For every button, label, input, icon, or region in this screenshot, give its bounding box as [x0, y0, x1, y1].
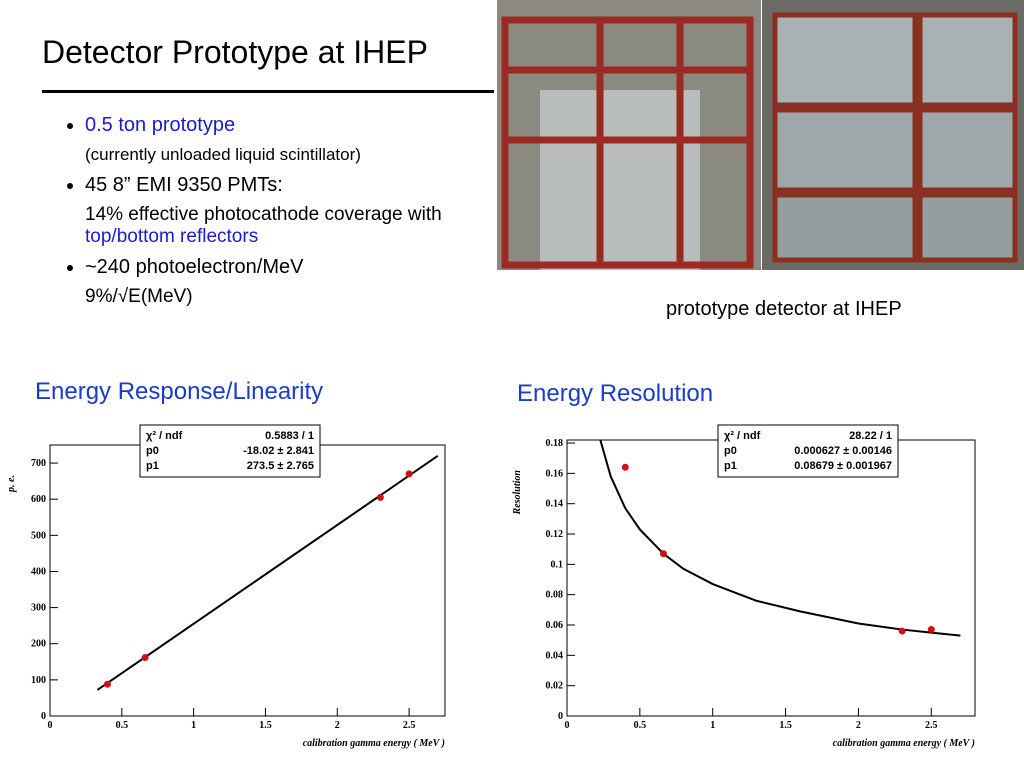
y-tick-label: 600	[31, 494, 46, 505]
photo-right	[762, 0, 1024, 270]
photo-caption: prototype detector at IHEP	[666, 298, 902, 320]
stat-name: p1	[724, 460, 737, 472]
y-tick-label: 400	[31, 566, 46, 577]
y-tick-label: 0.08	[546, 590, 564, 601]
stat-name: χ² / ndf	[724, 430, 761, 442]
y-tick-label: 0.12	[546, 529, 564, 540]
x-tick-label: 2	[856, 720, 861, 731]
x-tick-label: 0	[565, 720, 570, 731]
stat-name: χ² / ndf	[146, 430, 183, 442]
x-tick-label: 0.5	[116, 720, 129, 731]
stat-value: 28.22 / 1	[849, 430, 892, 442]
x-tick-label: 1.5	[259, 720, 272, 731]
y-tick-label: 500	[31, 530, 46, 541]
stat-name: p0	[146, 445, 159, 457]
stat-value: 0.000627 ± 0.00146	[794, 445, 892, 457]
slide-title: Detector Prototype at IHEP	[42, 34, 428, 70]
bullet-note: (currently unloaded liquid scintillator)	[85, 145, 361, 164]
stat-frame	[139, 424, 321, 478]
y-tick-label: 0	[41, 711, 46, 722]
y-axis-label: p. e.	[6, 475, 17, 493]
plot-frame	[566, 439, 976, 717]
y-tick-label: 0.02	[546, 681, 564, 692]
bullet-note: 14% effective photocathode coverage with…	[85, 204, 535, 248]
y-tick-label: 300	[31, 603, 46, 614]
bullet-text: 0.5 ton prototype	[85, 114, 236, 136]
stat-frame	[717, 424, 899, 478]
plot-frame	[49, 444, 446, 717]
data-point	[141, 653, 149, 661]
note-text: 14% effective photocathode coverage with	[85, 204, 442, 225]
stat-box: χ² / ndf 0.5883 / 1 p0 -18.02 ± 2.841 p1 273.…	[139, 424, 321, 478]
stat-value: 0.5883 / 1	[265, 430, 314, 442]
stat-value: -18.02 ± 2.841	[243, 445, 314, 457]
y-tick-label: 0.18	[546, 438, 564, 449]
stat-value: 0.08679 ± 0.001967	[794, 460, 892, 472]
x-axis-label: calibration gamma energy ( MeV )	[303, 738, 445, 749]
stat-value: 273.5 ± 2.765	[247, 460, 314, 472]
y-tick-label: 0.16	[546, 468, 564, 479]
stat-name: p1	[146, 460, 159, 472]
stat-box: χ² / ndf 28.22 / 1 p0 0.000627 ± 0.00146 p1 0…	[717, 424, 899, 478]
bullet-text: ~240 photoelectron/MeV	[85, 256, 304, 278]
y-tick-label: 0.14	[546, 499, 564, 510]
bullet: 45 8” EMI 9350 PMTs: 14% effective photo…	[85, 172, 535, 248]
data-point	[376, 493, 384, 501]
data-point	[621, 463, 629, 471]
chart-title: Energy Resolution	[517, 380, 714, 407]
chart-title: Energy Response/Linearity	[35, 378, 324, 405]
y-tick-label: 0.1	[551, 559, 564, 570]
y-tick-label: 0.06	[546, 620, 564, 631]
data-point	[898, 627, 906, 635]
x-tick-label: 1	[191, 720, 196, 731]
x-tick-label: 0.5	[634, 720, 647, 731]
note-highlight: top/bottom reflectors	[85, 226, 259, 247]
y-tick-label: 0.04	[546, 650, 564, 661]
x-tick-label: 2.5	[403, 720, 416, 731]
x-tick-label: 1	[710, 720, 715, 731]
y-axis-label: Resolution	[512, 470, 523, 516]
x-tick-label: 2	[335, 720, 340, 731]
y-tick-label: 100	[31, 675, 46, 686]
bullet: ~240 photoelectron/MeV 9%/√E(MeV)	[85, 254, 535, 308]
y-tick-label: 200	[31, 639, 46, 650]
bullet: 0.5 ton prototype (currently unloaded li…	[85, 112, 535, 166]
x-tick-label: 0	[48, 720, 53, 731]
data-point	[927, 626, 935, 634]
x-axis-label: calibration gamma energy ( MeV )	[833, 738, 975, 749]
x-tick-label: 1.5	[779, 720, 792, 731]
photo-left	[497, 0, 761, 270]
data-point	[659, 550, 667, 558]
stat-name: p0	[724, 445, 737, 457]
title-rule	[42, 90, 494, 93]
y-tick-label: 700	[31, 458, 46, 469]
x-tick-label: 2.5	[925, 720, 938, 731]
y-tick-label: 0	[558, 711, 563, 722]
bullet-list: 0.5 ton prototype (currently unloaded li…	[40, 112, 535, 314]
data-point	[103, 680, 111, 688]
bullet-note: 9%/√E(MeV)	[85, 286, 193, 307]
data-point	[405, 470, 413, 478]
bullet-text: 45 8” EMI 9350 PMTs:	[85, 174, 283, 196]
